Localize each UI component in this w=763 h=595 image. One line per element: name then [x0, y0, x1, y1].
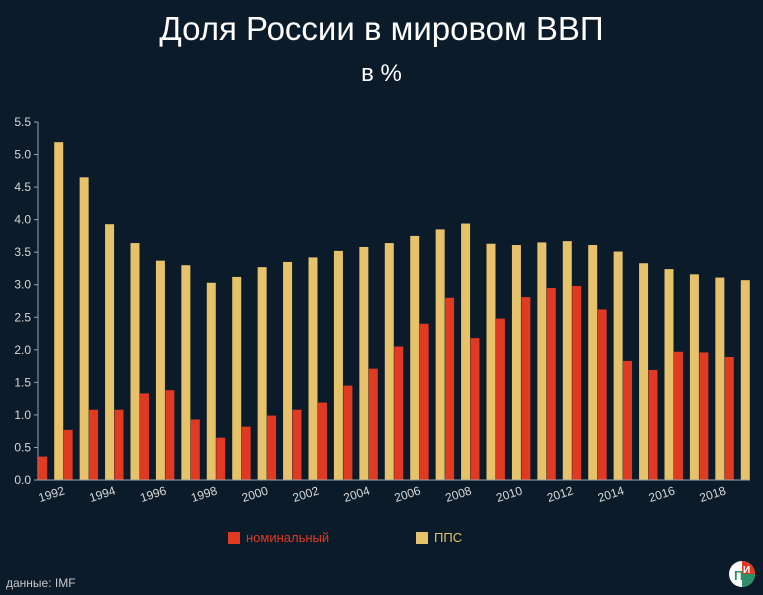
bar-nominal-2017	[673, 351, 683, 480]
x-tick-label: 2006	[393, 483, 423, 505]
x-tick-label: 1992	[37, 483, 67, 505]
bar-nominal-1993	[63, 429, 73, 480]
y-tick-label: 4.5	[14, 180, 31, 194]
bar-nominal-2002	[292, 409, 302, 480]
bar-nominal-2015	[623, 360, 633, 480]
bar-nominal-1992	[38, 456, 48, 480]
bar-ppp-2000	[257, 267, 267, 480]
bar-ppp-2009	[486, 243, 496, 480]
svg-text:П: П	[734, 568, 743, 583]
bar-ppp-2010	[511, 245, 521, 480]
legend-swatch-ppp	[416, 531, 428, 544]
x-tick-label: 2012	[545, 483, 575, 505]
bar-ppp-2013	[588, 245, 598, 480]
bar-nominal-2000	[241, 426, 251, 480]
bar-ppp-2014	[613, 251, 623, 480]
bar-nominal-1996	[139, 393, 149, 480]
bar-ppp-1995	[130, 243, 140, 480]
y-tick-label: 0.5	[14, 440, 31, 454]
bar-nominal-2011	[521, 297, 531, 480]
x-tick-label: 2010	[494, 483, 524, 505]
y-tick-label: 5.5	[14, 115, 31, 129]
bar-nominal-2001	[267, 415, 277, 480]
x-axis: 1992 1994 1996 1998 2000 2002 2004 2006 2008 2010…	[37, 479, 750, 505]
bar-nominal-2018	[699, 352, 709, 480]
bar-nominal-1995	[114, 409, 124, 480]
bar-nominal-2009	[470, 338, 480, 480]
bar-ppp-2011	[537, 242, 547, 480]
legend-label-nominal: номинальный	[246, 530, 330, 545]
bar-nominal-2003	[317, 402, 327, 480]
bar-ppp-2019	[740, 280, 750, 480]
bar-nominal-2010	[495, 318, 505, 480]
y-axis: 0.0 0.5 1.0 1.5 2.0 2.5 3.0 3.5 4.0 4.5 5.0 5.5	[14, 115, 39, 487]
bar-nominal-2004	[343, 385, 353, 480]
y-tick-label: 5.0	[14, 148, 31, 162]
bar-ppp-2018	[715, 277, 725, 480]
bar-ppp-2005	[384, 243, 394, 480]
bar-nominal-1999	[216, 437, 226, 480]
x-tick-label: 1994	[87, 483, 117, 505]
bar-nominal-2012	[546, 287, 556, 480]
y-tick-label: 2.5	[14, 310, 31, 324]
legend-swatch-nominal	[228, 531, 240, 544]
bar-ppp-2004	[359, 246, 369, 480]
bar-ppp-2016	[664, 269, 674, 480]
chart-subtitle: в %	[361, 60, 402, 87]
legend: номинальный ППС	[0, 530, 763, 550]
svg-text:И: И	[743, 565, 750, 576]
bar-ppp-1993	[79, 177, 89, 480]
x-tick-label: 2002	[291, 483, 321, 505]
bar-nominal-2016	[648, 370, 658, 480]
bar-ppp-2008	[461, 223, 471, 481]
x-tick-label: 2004	[342, 483, 372, 505]
x-tick-label: 1996	[138, 483, 168, 505]
x-tick-label: 2000	[240, 483, 270, 505]
bar-nominal-2019	[724, 356, 734, 480]
bar-ppp-1997	[181, 265, 191, 480]
bar-nominal-2007	[419, 323, 429, 480]
bar-ppp-2012	[562, 241, 572, 480]
bar-nominal-1997	[165, 390, 175, 480]
bar-ppp-2007	[435, 229, 445, 480]
source-note: данные: IMF	[6, 576, 76, 590]
y-tick-label: 3.0	[14, 278, 31, 292]
y-tick-label: 2.0	[14, 343, 31, 357]
x-tick-label: 1998	[189, 483, 219, 505]
bar-nominal-1994	[89, 409, 99, 480]
x-tick-label: 2008	[443, 483, 473, 505]
bar-ppp-2015	[639, 263, 649, 480]
bar-nominal-1998	[190, 419, 200, 480]
bar-ppp-1994	[105, 224, 115, 480]
bar-nominal-2005	[368, 368, 378, 480]
bar-nominal-2013	[572, 286, 582, 480]
legend-label-ppp: ППС	[434, 530, 463, 545]
bar-ppp-2001	[283, 261, 293, 480]
y-tick-label: 1.5	[14, 375, 31, 389]
x-tick-label: 2014	[596, 483, 626, 505]
y-tick-label: 1.0	[14, 408, 31, 422]
bar-ppp-1998	[206, 282, 216, 480]
bar-nominal-2006	[394, 346, 404, 480]
bar-ppp-2003	[333, 250, 343, 480]
bar-ppp-1999	[232, 276, 242, 480]
bars	[38, 142, 750, 481]
legend-item-ppp: ППС	[416, 530, 462, 545]
bar-ppp-1992	[54, 142, 64, 480]
y-tick-label: 0.0	[14, 473, 31, 487]
legend-item-nominal: номинальный	[228, 530, 329, 545]
bar-ppp-1996	[155, 260, 165, 480]
chart-title: Доля России в мировом ВВП	[159, 10, 604, 47]
pi-logo-icon: П И	[729, 561, 755, 587]
x-tick-label: 2018	[698, 483, 728, 505]
x-tick-label: 2016	[647, 483, 677, 505]
bar-ppp-2002	[308, 257, 318, 480]
y-tick-label: 3.5	[14, 245, 31, 259]
bar-ppp-2017	[689, 274, 699, 480]
bar-ppp-2006	[410, 235, 420, 480]
bar-nominal-2014	[597, 309, 607, 480]
bar-nominal-2008	[445, 297, 455, 480]
y-tick-label: 4.0	[14, 213, 31, 227]
